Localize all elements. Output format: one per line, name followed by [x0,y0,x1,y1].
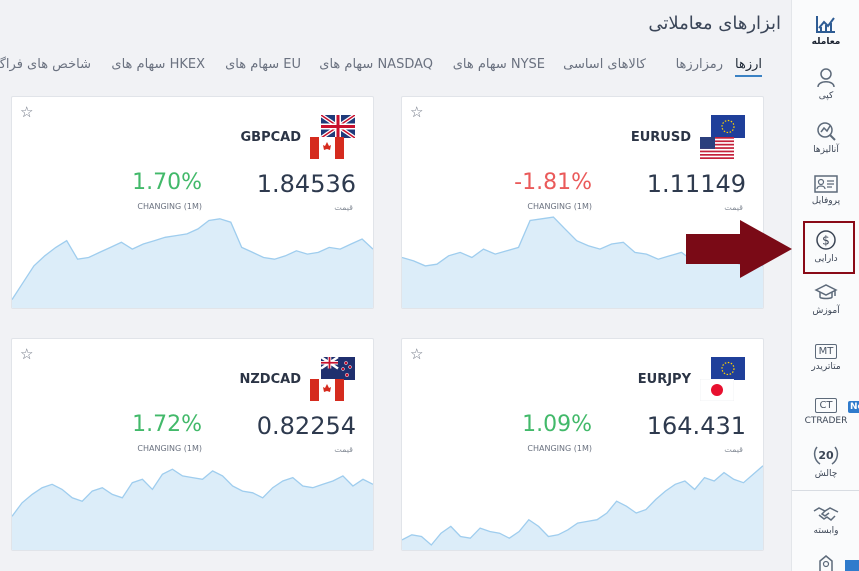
sparkline-chart [402,465,763,550]
metatrader-icon: MT [814,344,838,359]
sparkline-line [12,468,373,517]
change-label: CHANGING (1M) [527,202,592,211]
sidebar-item-label: آموزش [812,306,840,316]
nz-flag-icon [321,357,355,380]
jp-flag-icon [700,379,734,401]
trade-chart-icon [816,16,835,33]
us-flag-icon [700,137,734,159]
instrument-change: 1.70% [132,170,202,195]
ca-flag-icon [310,379,344,401]
instrument-price: 1.84536 [256,170,356,198]
tab-eu[interactable]: سهام های EU [225,57,301,72]
sidebar-item-profile[interactable]: پروفایل [792,175,859,206]
new-badge: Ne [848,401,859,413]
tab-indices[interactable]: شاخص های فراگیر [0,57,91,72]
instrument-symbol: NZDCAD [239,372,302,387]
uk-flag-icon [321,115,355,138]
sidebar-item-label: پروفایل [811,196,841,206]
instrument-symbol: EURUSD [630,130,691,145]
sidebar-item-copy[interactable]: کپی [792,66,859,101]
price-label: قیمت [724,203,743,212]
laurel-badge-icon: 20 [813,446,839,465]
sidebar-scroll-strip [845,560,859,571]
sidebar-item-label: CTRADER [804,416,848,426]
tab-nasdaq[interactable]: سهام های NASDAQ [319,57,433,72]
user-copy-icon [817,68,835,88]
tab-commodities[interactable]: کالاهای اساسی [563,57,646,72]
sidebar-item-assets[interactable]: $ دارایی [792,229,859,264]
sparkline-line [12,218,373,300]
change-label: CHANGING (1M) [527,444,592,453]
sidebar-item-label: وابسته [813,526,839,536]
sparkline-line [402,465,763,546]
instrument-card-eurusd[interactable]: ☆ EURUSD 1.11149 قیمت -1.81% CHANGING (1… [401,96,764,309]
instrument-price: 1.11149 [646,170,746,198]
sidebar-item-analysis[interactable]: آنالیزها [792,120,859,155]
instrument-price: 0.82254 [256,412,356,440]
sidebar-item-label: آنالیزها [813,145,839,155]
sidebar-item-label: معامله [811,37,841,47]
eu-flag-icon [711,115,745,138]
eu-flag-icon [711,357,745,380]
instrument-card-nzdcad[interactable]: ☆ NZDCAD 0.82254 قیمت 1.72% CHANGING (1M… [11,338,374,551]
graduation-cap-icon [814,284,838,300]
sidebar-item-education[interactable]: آموزش [792,283,859,316]
change-label: CHANGING (1M) [137,202,202,211]
sparkline-area [402,217,763,308]
annotation-highlight-box [803,221,855,274]
sidebar-item-challenge[interactable]: 20 چالش [792,444,859,479]
sidebar-item-ctrader[interactable]: CT CTRADER [792,393,859,426]
instrument-change: 1.72% [132,412,202,437]
ca-flag-icon [310,137,344,159]
sidebar-item-label: کپی [818,91,834,101]
instrument-card-eurjpy[interactable]: ☆ EURJPY 164.431 قیمت 1.09% CHANGING (1M… [401,338,764,551]
ctrader-icon: CT [815,398,837,413]
sidebar-item-affiliate[interactable]: وابسته [792,505,859,536]
star-icon[interactable]: ☆ [410,103,424,121]
instrument-change: -1.81% [514,170,592,195]
star-icon[interactable]: ☆ [410,345,424,363]
price-label: قیمت [334,445,353,454]
price-label: قیمت [724,445,743,454]
sparkline-area [12,218,373,308]
sidebar: معامله کپی آنالیزها پروفایل $ دارایی [791,0,859,571]
instrument-card-gbpcad[interactable]: ☆ GBPCAD 1.84536 قیمت 1.70% CHANGING (1M… [11,96,374,309]
page-title: ابزارهای معاملاتی [648,13,781,34]
price-label: قیمت [334,203,353,212]
annotation-arrow-icon [686,220,792,278]
sparkline-chart [12,218,373,308]
sparkline-chart [12,468,373,550]
sidebar-item-label: دارایی [814,254,838,264]
star-icon[interactable]: ☆ [20,345,34,363]
tab-currencies[interactable]: ارزها [735,57,762,77]
star-icon[interactable]: ☆ [20,103,34,121]
sidebar-item-trade[interactable]: معامله [792,14,859,47]
sidebar-item-more[interactable] [792,555,859,571]
profile-card-icon [814,175,838,193]
instrument-price: 164.431 [646,412,746,440]
analysis-icon [817,122,836,141]
tab-nyse[interactable]: سهام های NYSE [452,57,545,72]
instrument-change: 1.09% [522,412,592,437]
more-icon [819,555,833,571]
sidebar-item-metatrader[interactable]: MT متاتریدر [792,339,859,372]
sidebar-item-label: چالش [814,469,838,479]
instrument-symbol: EURJPY [637,372,691,387]
tab-crypto[interactable]: رمزارزها [675,57,723,72]
sidebar-item-label: متاتریدر [811,362,841,372]
change-label: CHANGING (1M) [137,444,202,453]
sparkline-area [402,465,763,550]
dollar-coin-icon: $ [816,230,836,250]
svg-text:$: $ [822,234,830,248]
sidebar-divider [792,490,859,491]
sparkline-area [12,469,373,550]
handshake-icon [813,507,839,521]
instrument-symbol: GBPCAD [240,130,302,145]
challenge-badge-text: 20 [818,449,834,462]
tab-hkex[interactable]: سهام های HKEX [111,57,205,72]
